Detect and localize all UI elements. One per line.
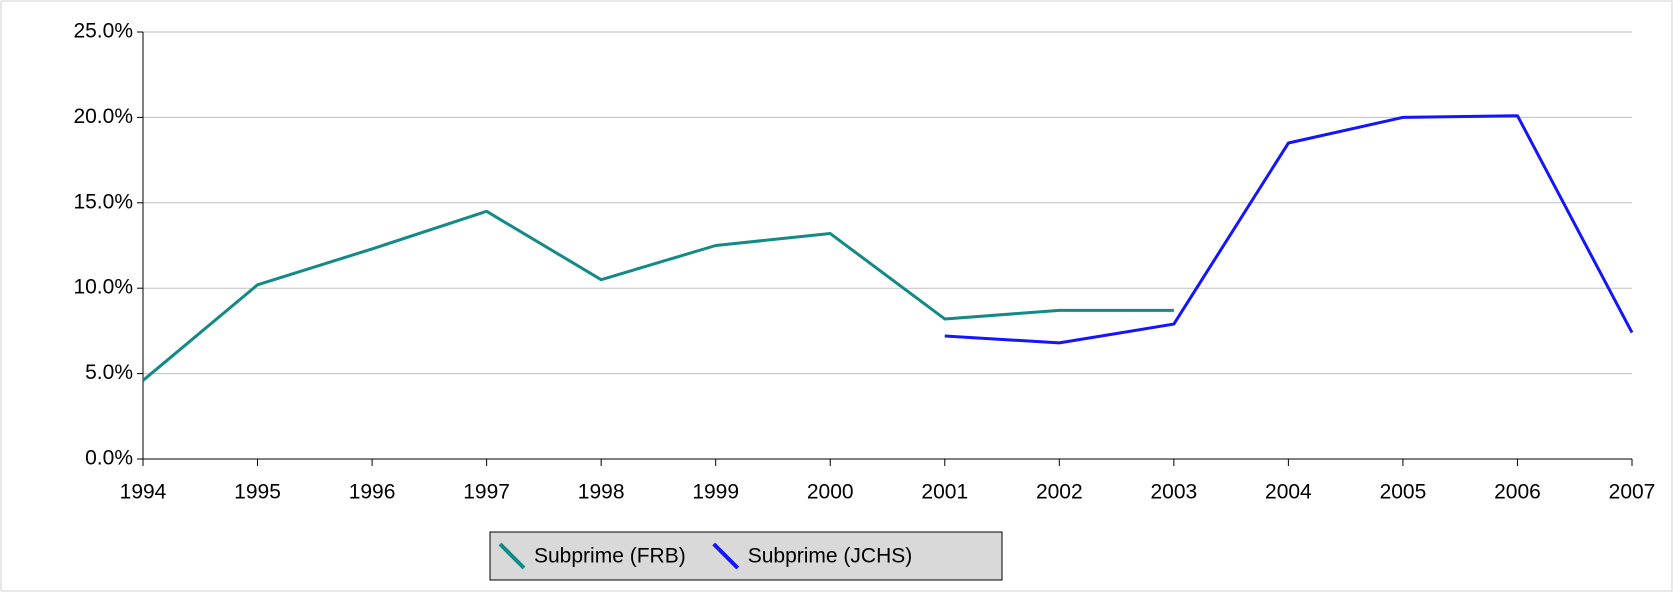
legend-swatch <box>498 542 526 570</box>
x-tick-label: 1995 <box>234 481 281 504</box>
y-tick-label: 15.0% <box>73 190 133 213</box>
x-tick-label: 1994 <box>120 481 167 504</box>
x-tick-label: 2006 <box>1494 481 1541 504</box>
legend-box <box>489 531 1003 581</box>
x-tick-label: 2000 <box>807 481 854 504</box>
x-tick-label: 2005 <box>1380 481 1427 504</box>
legend-label: Subprime (FRB) <box>534 545 686 568</box>
x-tick-label: 2001 <box>921 481 968 504</box>
x-tick-label: 2007 <box>1609 481 1656 504</box>
y-tick-label: 25.0% <box>73 20 133 43</box>
series-line <box>944 114 1634 345</box>
legend-label: Subprime (JCHS) <box>748 545 913 568</box>
series-line <box>142 209 1174 382</box>
x-tick-label: 1998 <box>578 481 625 504</box>
y-tick-label: 5.0% <box>85 361 133 384</box>
x-tick-label: 2004 <box>1265 481 1312 504</box>
x-tick-label: 2002 <box>1036 481 1083 504</box>
x-tick-label: 1996 <box>349 481 396 504</box>
legend-swatch <box>712 542 740 570</box>
x-tick-label: 2003 <box>1150 481 1197 504</box>
y-tick-label: 0.0% <box>85 447 133 470</box>
x-tick-label: 1999 <box>692 481 739 504</box>
y-tick-label: 20.0% <box>73 105 133 128</box>
y-tick-label: 10.0% <box>73 276 133 299</box>
x-tick-label: 1997 <box>463 481 510 504</box>
